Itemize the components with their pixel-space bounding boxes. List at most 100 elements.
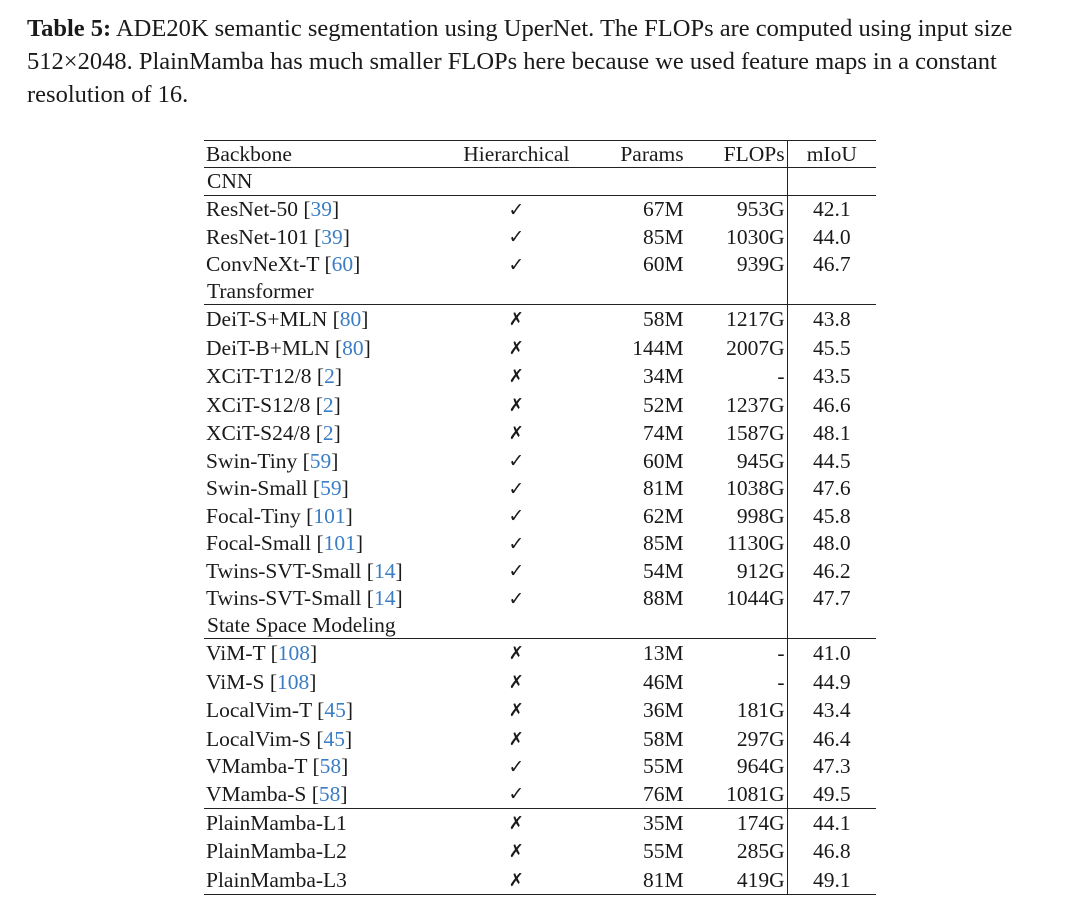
cell-params: 144M	[632, 335, 684, 360]
header-params: Params	[597, 140, 686, 169]
section-spacer	[787, 167, 876, 196]
citation-link[interactable]: 80	[339, 307, 362, 332]
cell-backbone: PlainMamba-L3	[204, 866, 435, 895]
citation-link[interactable]: 59	[309, 448, 332, 473]
table-row: ConvNeXt-T [60] ✓ 60M 939G 46.7	[204, 250, 876, 279]
cell-miou: 48.0	[812, 531, 851, 556]
table-row: VMamba-S [58] ✓ 76M 1081G 49.5	[204, 780, 876, 809]
cell-hierarchical: ✗	[435, 639, 597, 668]
check-mark-icon: ✓	[508, 198, 525, 221]
cell-hierarchical: ✓	[435, 251, 597, 278]
cross-mark-icon: ✗	[508, 643, 524, 665]
cell-miou: 47.3	[812, 754, 851, 779]
cell-flops: 1038G	[685, 474, 788, 503]
cell-backbone: LocalVim-T [45]	[206, 698, 353, 723]
cell-hierarchical: ✗	[435, 391, 597, 419]
table-caption: Table 5: ADE20K semantic segmentation us…	[27, 12, 1067, 111]
cross-mark-icon: ✗	[508, 841, 524, 863]
table-row: LocalVim-T [45] ✗ 36M 181G 43.4	[204, 696, 876, 725]
cell-hierarchical: ✗	[435, 334, 597, 362]
citation-link[interactable]: 2	[324, 364, 335, 389]
citation-link[interactable]: 14	[373, 558, 396, 583]
cell-flops: 939G	[685, 250, 788, 279]
citation-link[interactable]: 108	[277, 641, 311, 666]
cell-miou: 46.8	[812, 839, 851, 864]
cross-mark-icon: ✗	[508, 309, 524, 331]
table-header-row: Backbone Hierarchical Params FLOPs mIoU	[204, 140, 876, 169]
table-row: Twins-SVT-Small [14] ✓ 88M 1044G 47.7	[204, 584, 876, 612]
section-title: Transformer	[204, 278, 788, 306]
cell-flops: 998G	[685, 502, 788, 530]
cell-params: 52M	[643, 392, 684, 417]
citation-link[interactable]: 14	[373, 586, 396, 610]
cell-hierarchical: ✗	[435, 866, 597, 895]
cell-flops: 964G	[685, 752, 788, 781]
cell-hierarchical: ✗	[435, 305, 597, 334]
table-row: XCiT-S24/8 [2] ✗ 74M 1587G 48.1	[204, 419, 876, 448]
cell-miou: 46.4	[812, 726, 851, 751]
citation-link[interactable]: 80	[342, 335, 364, 360]
table-row: XCiT-S12/8 [2] ✗ 52M 1237G 46.6	[204, 390, 876, 420]
caption-label: Table 5:	[27, 15, 112, 42]
backbone-name: ResNet-50	[206, 197, 298, 222]
citation-link[interactable]: 60	[331, 252, 354, 277]
cell-miou: 46.7	[812, 252, 851, 277]
cell-params: 74M	[643, 421, 684, 446]
citation-link[interactable]: 45	[324, 698, 346, 723]
citation-link[interactable]: 2	[322, 392, 334, 417]
citation-link[interactable]: 39	[321, 224, 343, 249]
check-mark-icon: ✓	[508, 477, 525, 500]
cell-miou: 45.8	[812, 503, 851, 528]
backbone-name: Twins-SVT-Small	[206, 586, 362, 610]
citation-link[interactable]: 39	[310, 197, 333, 222]
backbone-name: ViM-S	[206, 669, 265, 694]
check-mark-icon: ✓	[508, 253, 525, 276]
cell-backbone: XCiT-T12/8 [2]	[206, 364, 342, 389]
cell-params: 36M	[643, 698, 684, 723]
citation-link[interactable]: 59	[320, 476, 342, 501]
table-row: Swin-Tiny [59] ✓ 60M 945G 44.5	[204, 447, 876, 475]
cell-backbone: ResNet-101 [39]	[206, 224, 350, 249]
citation-link[interactable]: 45	[323, 726, 346, 751]
cell-backbone: ViM-S [108]	[206, 669, 317, 694]
citation-link[interactable]: 101	[323, 531, 356, 556]
cell-params: 13M	[643, 641, 684, 666]
cell-params: 55M	[643, 754, 684, 779]
cross-mark-icon: ✗	[508, 671, 524, 693]
cross-mark-icon: ✗	[508, 366, 524, 388]
check-mark-icon: ✓	[508, 783, 525, 806]
cell-params: 58M	[643, 726, 684, 751]
cell-backbone: VMamba-T [58]	[206, 754, 349, 779]
table-row: Focal-Tiny [101] ✓ 62M 998G 45.8	[204, 502, 876, 530]
backbone-name: Swin-Tiny	[206, 448, 298, 473]
cell-backbone: Twins-SVT-Small [14]	[206, 558, 403, 583]
cell-flops: 912G	[685, 557, 788, 585]
backbone-name: PlainMamba-L2	[206, 839, 347, 864]
cell-params: 60M	[643, 252, 684, 277]
table-row: PlainMamba-L1 ✗ 35M 174G 44.1	[204, 807, 876, 838]
citation-link[interactable]: 101	[313, 503, 346, 528]
citation-link[interactable]: 2	[322, 421, 334, 446]
section-spacer	[787, 278, 876, 306]
cell-backbone: Focal-Tiny [101]	[206, 503, 353, 528]
cross-mark-icon: ✗	[508, 812, 524, 834]
table-row: PlainMamba-L2 ✗ 55M 285G 46.8	[204, 837, 876, 866]
cell-flops: -	[685, 362, 788, 391]
cell-miou: 44.9	[812, 669, 851, 694]
cell-backbone: ResNet-50 [39]	[206, 197, 340, 222]
cell-hierarchical: ✓	[435, 502, 597, 529]
citation-link[interactable]: 58	[318, 781, 341, 806]
section-header-row: CNN	[204, 167, 876, 196]
citation-link[interactable]: 108	[277, 669, 310, 694]
cell-backbone: PlainMamba-L2	[204, 837, 435, 865]
check-mark-icon: ✓	[508, 755, 525, 778]
section-spacer	[787, 611, 876, 640]
backbone-name: Focal-Tiny	[206, 503, 301, 528]
cell-params: 67M	[643, 197, 684, 222]
citation-link[interactable]: 58	[319, 754, 342, 779]
cell-params: 85M	[643, 531, 684, 556]
cell-miou: 41.0	[812, 641, 851, 666]
cell-backbone: LocalVim-S [45]	[206, 726, 353, 751]
backbone-name: PlainMamba-L1	[206, 810, 347, 835]
cell-backbone: ViM-T [108]	[206, 641, 318, 666]
